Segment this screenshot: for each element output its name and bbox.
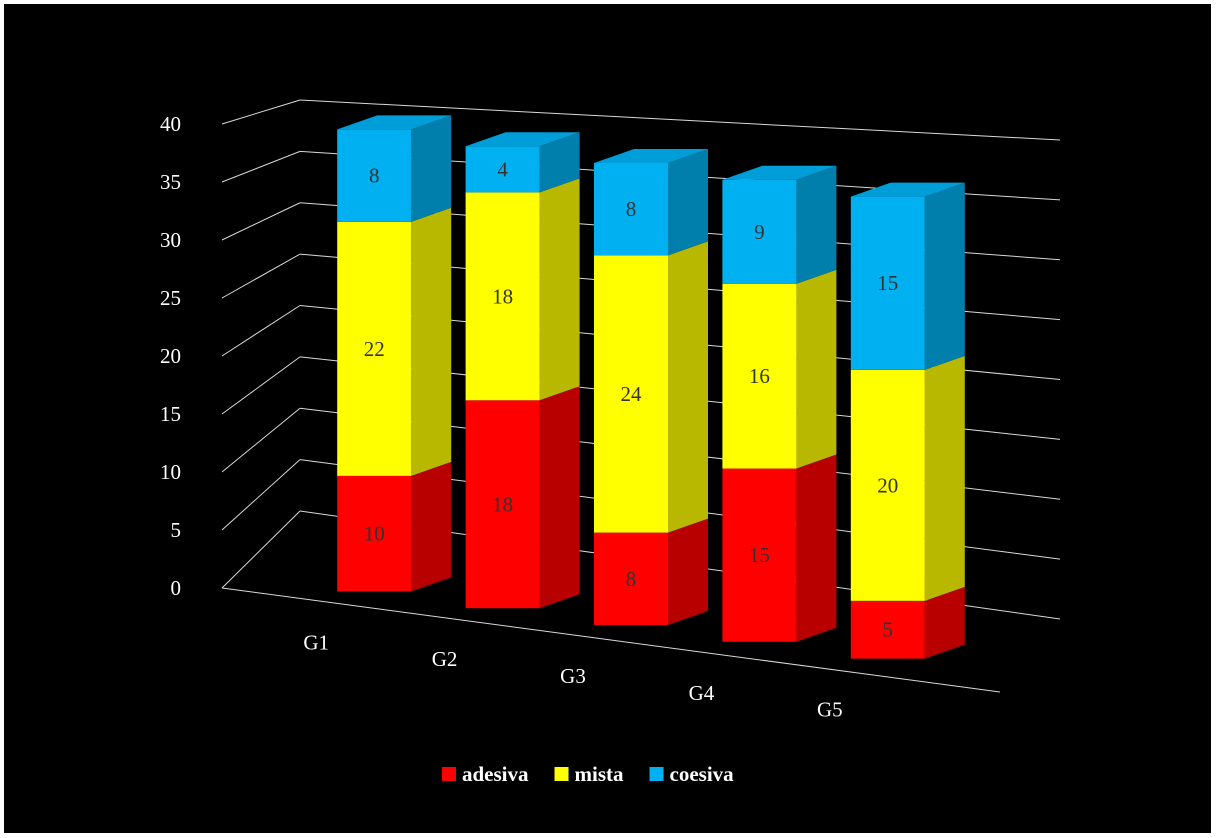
legend: adesiva mista coesiva xyxy=(442,762,734,786)
data-label: 9 xyxy=(754,220,765,244)
bar-segment-side xyxy=(411,115,452,222)
bar-segment-side xyxy=(796,165,837,284)
y-tick-label: 30 xyxy=(160,228,181,252)
bar-segment xyxy=(465,400,540,609)
bar-segment-side xyxy=(411,461,452,592)
bar-top xyxy=(594,149,708,163)
bar-segment xyxy=(850,369,925,601)
bar-stack xyxy=(465,132,580,609)
x-tick-label: G4 xyxy=(689,681,715,705)
data-label: 8 xyxy=(626,197,637,221)
legend-label: coesiva xyxy=(670,762,735,786)
gridline-side xyxy=(221,407,301,473)
data-label: 4 xyxy=(497,157,508,181)
bar-segment-side xyxy=(668,241,708,533)
x-axis-line xyxy=(221,587,1001,693)
bar-segment-side xyxy=(796,269,837,469)
bar-segment xyxy=(594,163,668,256)
gridline-side xyxy=(221,253,301,299)
bar-segment xyxy=(722,468,797,642)
bar-segment xyxy=(337,475,412,592)
legend-swatch xyxy=(554,767,569,781)
bar-segment xyxy=(337,221,412,476)
gridline-side xyxy=(221,510,301,589)
y-tick-label: 15 xyxy=(160,402,181,426)
data-label: 24 xyxy=(621,382,643,406)
bar-segment-side xyxy=(796,454,837,642)
bar-top xyxy=(465,132,580,147)
y-tick-label: 0 xyxy=(171,576,182,600)
bar-segment xyxy=(722,179,797,284)
gridline xyxy=(299,99,1061,141)
legend-swatch xyxy=(442,767,456,781)
bar-top xyxy=(337,115,452,130)
data-label: 22 xyxy=(364,337,385,361)
bar-segment xyxy=(722,283,797,469)
y-tick-label: 25 xyxy=(160,286,181,310)
y-tick-label: 20 xyxy=(160,344,181,368)
bar-segment xyxy=(594,255,668,533)
bar-segment-side xyxy=(924,586,965,659)
bar-segment xyxy=(465,192,540,401)
chart-frame: 0 5 10 15 20 25 30 35 40 10 22 8 18 18 4 8 24 8 15 16 9 5 20 1… xyxy=(4,4,1211,833)
bar-segment-side xyxy=(539,386,580,609)
x-axis-tick-labels: G1 G2 G3 G4 G5 xyxy=(303,630,842,721)
bar-segment xyxy=(465,146,540,193)
x-tick-label: G5 xyxy=(817,698,843,722)
legend-swatch xyxy=(649,767,664,781)
legend-label: mista xyxy=(575,762,624,786)
data-labels: 10 22 8 18 18 4 8 24 8 15 16 9 5 20 15 xyxy=(364,157,899,641)
bar-top xyxy=(722,165,837,180)
x-tick-label: G2 xyxy=(432,647,458,671)
bar-stack xyxy=(594,149,708,625)
bar-segment-side xyxy=(411,207,452,476)
gridline-side xyxy=(221,202,301,241)
gridline-side xyxy=(221,356,301,415)
bar-stack xyxy=(850,182,965,659)
y-tick-label: 10 xyxy=(160,460,181,484)
x-tick-label: G1 xyxy=(303,630,329,654)
gridline-side xyxy=(221,150,301,183)
bar-segment-side xyxy=(924,182,965,370)
data-label: 20 xyxy=(877,473,898,497)
y-tick-label: 5 xyxy=(171,518,182,542)
gridline-side xyxy=(221,99,301,125)
data-label: 15 xyxy=(877,271,898,295)
bar-segment-side xyxy=(539,132,580,193)
data-label: 8 xyxy=(369,164,380,188)
data-label: 5 xyxy=(883,618,894,642)
bar-segment-side xyxy=(924,355,965,601)
data-label: 8 xyxy=(626,567,637,591)
bar-segment xyxy=(850,600,925,659)
legend-label: adesiva xyxy=(462,762,529,786)
bar-stack xyxy=(337,115,452,592)
data-label: 18 xyxy=(492,284,513,308)
y-tick-label: 40 xyxy=(160,112,181,136)
bar-segment-side xyxy=(668,518,708,625)
data-label: 15 xyxy=(749,543,770,567)
x-tick-label: G3 xyxy=(560,664,586,688)
data-label: 18 xyxy=(492,492,513,516)
bar-stack xyxy=(722,165,837,642)
data-label: 10 xyxy=(364,522,385,546)
bars xyxy=(337,115,965,659)
bar-segment xyxy=(850,196,925,370)
gridline-side xyxy=(221,459,301,531)
y-tick-label: 35 xyxy=(160,170,181,194)
bar-segment-side xyxy=(668,149,708,256)
gridline-side xyxy=(221,305,301,357)
y-axis-tick-labels: 0 5 10 15 20 25 30 35 40 xyxy=(160,112,181,600)
bar-top xyxy=(850,182,965,197)
bar-segment xyxy=(594,532,668,625)
bar-segment-side xyxy=(539,178,580,401)
bar-segment xyxy=(337,129,412,222)
data-label: 16 xyxy=(749,364,770,388)
